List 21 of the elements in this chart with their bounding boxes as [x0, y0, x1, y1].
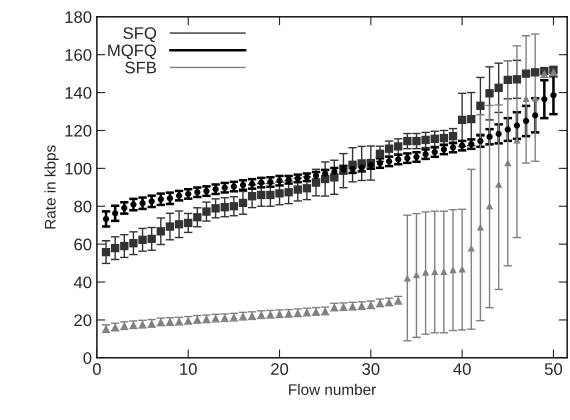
y-tick-label: 160	[66, 49, 92, 61]
y-tick-label: 60	[74, 238, 92, 250]
x-tick-label: 20	[271, 363, 288, 375]
x-tick-label: 40	[453, 363, 471, 375]
y-tick-label: 0	[83, 352, 92, 364]
x-tick-label: 10	[180, 363, 197, 375]
y-tick-label: 100	[66, 162, 92, 175]
x-tick-label: 30	[362, 363, 380, 375]
y-axis-title: Rate in kbps	[44, 145, 59, 229]
legend-label: SFQ	[123, 27, 156, 42]
x-tick-label: 50	[544, 363, 562, 375]
y-tick-label: 180	[66, 11, 92, 24]
legend-label: MQFQ	[108, 44, 156, 60]
y-tick-label: 20	[74, 314, 92, 326]
y-tick-label: 140	[66, 86, 92, 99]
y-tick-label: 120	[66, 124, 92, 137]
x-tick-label: 0	[92, 363, 101, 375]
y-tick-label: 40	[74, 276, 92, 288]
y-tick-label: 80	[74, 200, 92, 212]
legend-label: SFB	[125, 62, 156, 74]
x-axis-title: Flow number	[289, 384, 376, 396]
